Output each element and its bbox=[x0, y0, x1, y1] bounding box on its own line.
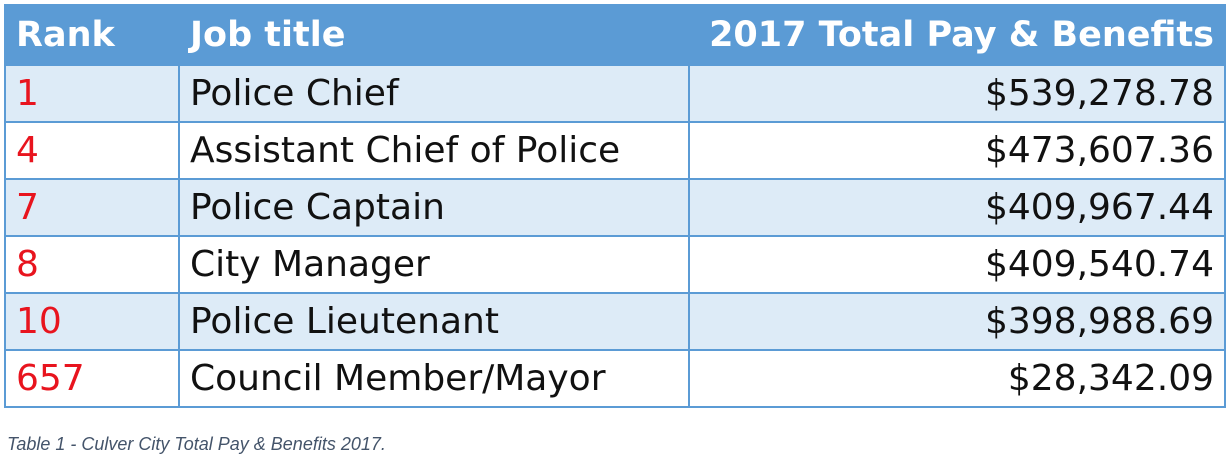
table-row: 1 Police Chief $539,278.78 bbox=[4, 64, 1226, 123]
table-caption: Table 1 - Culver City Total Pay & Benefi… bbox=[7, 434, 386, 454]
table-row: 4 Assistant Chief of Police $473,607.36 bbox=[4, 121, 1226, 180]
rank-cell: 1 bbox=[4, 64, 180, 123]
header-job-title: Job title bbox=[178, 4, 690, 66]
job-title-cell: Assistant Chief of Police bbox=[178, 121, 690, 180]
pay-cell: $409,967.44 bbox=[688, 178, 1226, 237]
rank-cell: 7 bbox=[4, 178, 180, 237]
rank-cell: 10 bbox=[4, 292, 180, 351]
table-row: 7 Police Captain $409,967.44 bbox=[4, 178, 1226, 237]
job-title-cell: Council Member/Mayor bbox=[178, 349, 690, 408]
table-row: 657 Council Member/Mayor $28,342.09 bbox=[4, 349, 1226, 408]
pay-cell: $409,540.74 bbox=[688, 235, 1226, 294]
pay-table: Rank Job title 2017 Total Pay & Benefits… bbox=[4, 4, 1226, 408]
rank-cell: 8 bbox=[4, 235, 180, 294]
rank-cell: 657 bbox=[4, 349, 180, 408]
header-rank: Rank bbox=[4, 4, 180, 66]
job-title-cell: Police Chief bbox=[178, 64, 690, 123]
pay-cell: $473,607.36 bbox=[688, 121, 1226, 180]
job-title-cell: City Manager bbox=[178, 235, 690, 294]
pay-cell: $539,278.78 bbox=[688, 64, 1226, 123]
header-pay: 2017 Total Pay & Benefits bbox=[688, 4, 1226, 66]
rank-cell: 4 bbox=[4, 121, 180, 180]
table-row: 8 City Manager $409,540.74 bbox=[4, 235, 1226, 294]
job-title-cell: Police Captain bbox=[178, 178, 690, 237]
pay-table-container: Rank Job title 2017 Total Pay & Benefits… bbox=[4, 4, 1226, 408]
header-row: Rank Job title 2017 Total Pay & Benefits bbox=[4, 4, 1226, 66]
job-title-cell: Police Lieutenant bbox=[178, 292, 690, 351]
pay-cell: $398,988.69 bbox=[688, 292, 1226, 351]
pay-cell: $28,342.09 bbox=[688, 349, 1226, 408]
table-row: 10 Police Lieutenant $398,988.69 bbox=[4, 292, 1226, 351]
